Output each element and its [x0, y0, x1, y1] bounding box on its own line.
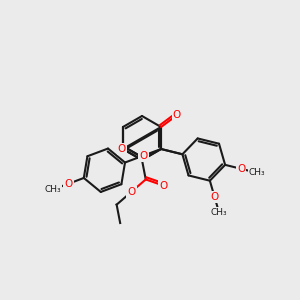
Text: O: O — [128, 187, 136, 197]
Text: O: O — [173, 110, 181, 120]
Text: O: O — [118, 144, 126, 154]
Text: O: O — [64, 179, 73, 189]
Text: O: O — [159, 181, 167, 190]
Text: CH₃: CH₃ — [211, 208, 227, 217]
Text: O: O — [210, 192, 219, 202]
Text: O: O — [140, 151, 148, 160]
Text: CH₃: CH₃ — [45, 185, 61, 194]
Text: CH₃: CH₃ — [249, 168, 266, 177]
Text: O: O — [237, 164, 245, 174]
